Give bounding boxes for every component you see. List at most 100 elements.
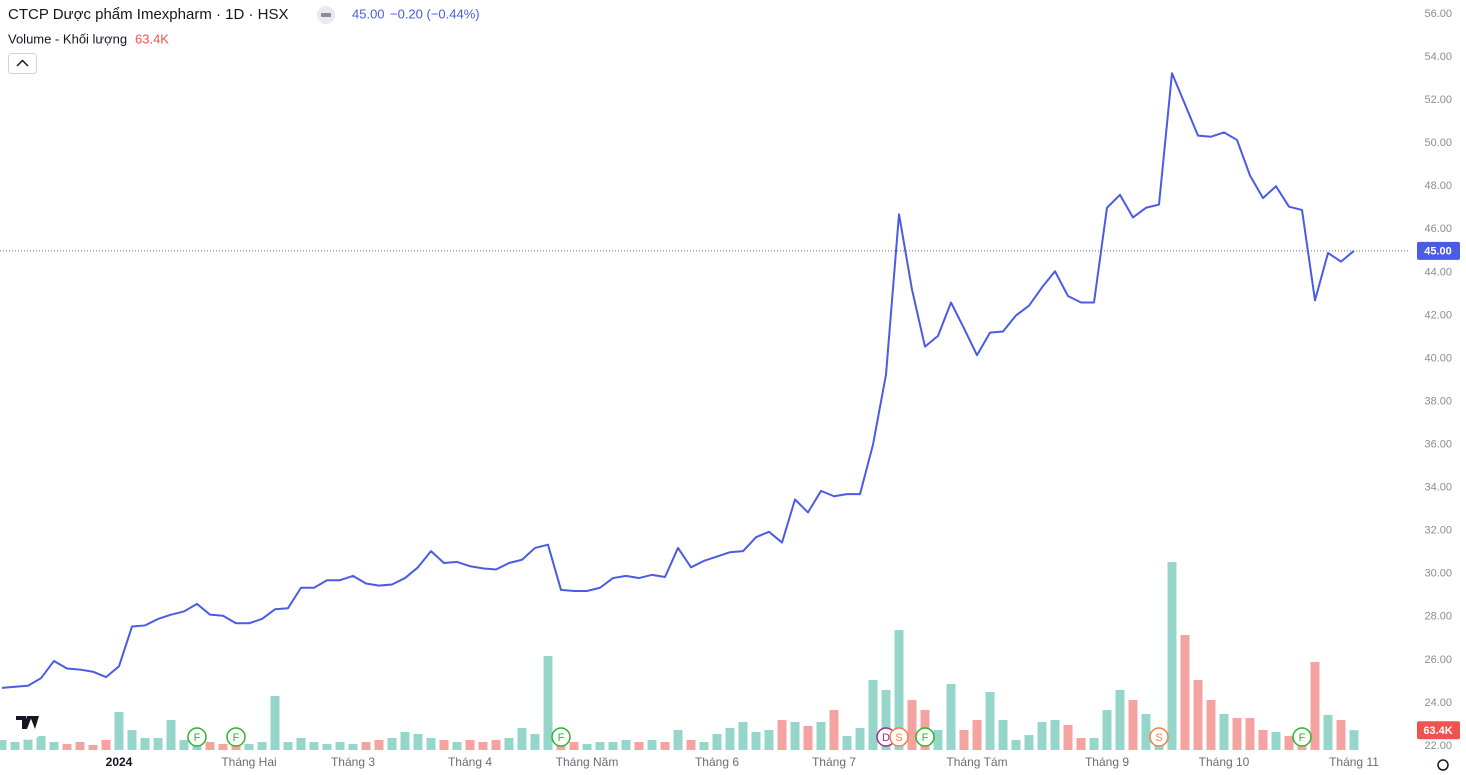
x-tick-label: Tháng 4 <box>448 755 492 769</box>
volume-bar <box>426 738 436 750</box>
x-tick-label: Tháng 10 <box>1199 755 1250 769</box>
volume-bar <box>478 742 488 750</box>
volume-bar <box>1115 690 1125 750</box>
volume-bar <box>1219 714 1229 750</box>
volume-bar <box>1193 680 1203 750</box>
volume-bar <box>751 732 761 750</box>
volume-bar <box>244 744 254 750</box>
volume-bar <box>413 734 423 750</box>
price-line <box>1 72 1355 689</box>
volume-bar <box>699 742 709 750</box>
event-label: F <box>1299 732 1306 744</box>
volume-bar <box>842 736 852 750</box>
volume-bar <box>465 740 475 750</box>
volume-bar <box>1206 700 1216 750</box>
volume-bar <box>1011 740 1021 750</box>
volume-bar <box>1258 730 1268 750</box>
volume-bar <box>88 745 98 750</box>
volume-bar <box>933 730 943 750</box>
volume-bar <box>10 742 20 750</box>
volume-bar <box>764 730 774 750</box>
y-tick-label: 22.00 <box>1424 740 1452 752</box>
volume-bar <box>491 740 501 750</box>
volume-bar <box>296 738 306 750</box>
volume-bar <box>1141 714 1151 750</box>
volume-bar <box>335 742 345 750</box>
volume-bar <box>1349 730 1359 750</box>
y-tick-label: 50.00 <box>1424 137 1452 149</box>
volume-bar <box>647 740 657 750</box>
volume-bar <box>907 700 917 750</box>
volume-bar <box>803 726 813 750</box>
volume-bar <box>309 742 319 750</box>
x-tick-label: Tháng Năm <box>556 755 619 769</box>
event-marker <box>551 727 571 747</box>
axis-bg <box>1410 0 1466 775</box>
volume-bar <box>270 696 280 750</box>
last-price: 45.00 <box>352 6 385 21</box>
volume-layer <box>0 562 1359 750</box>
volume-bar <box>439 740 449 750</box>
volume-bar <box>1102 710 1112 750</box>
x-tick-label: Tháng 7 <box>812 755 856 769</box>
volume-bar <box>1050 720 1060 750</box>
volume-bar <box>621 740 631 750</box>
y-tick-label: 56.00 <box>1424 8 1452 20</box>
y-tick-label: 28.00 <box>1424 611 1452 623</box>
x-tick-label: Tháng 11 <box>1329 755 1379 769</box>
volume-bar <box>257 742 267 750</box>
x-tick-label: Tháng 3 <box>331 755 375 769</box>
volume-bar <box>790 722 800 750</box>
volume-bar <box>322 744 332 750</box>
price-tag-label: 45.00 <box>1424 246 1452 258</box>
event-label: D <box>882 732 890 744</box>
volume-bar <box>660 742 670 750</box>
volume-bar <box>62 744 72 750</box>
x-tick-label: Tháng 6 <box>695 755 739 769</box>
volume-bar <box>855 728 865 750</box>
volume-bar <box>374 740 384 750</box>
volume-tag-label: 63.4K <box>1423 725 1452 737</box>
volume-bar <box>1245 718 1255 750</box>
volume-bar <box>153 738 163 750</box>
volume-title: Volume - Khối lượng <box>8 31 127 46</box>
volume-bar <box>179 740 189 750</box>
volume-bar <box>1271 732 1281 750</box>
y-tick-label: 48.00 <box>1424 180 1452 192</box>
volume-bar <box>738 722 748 750</box>
y-tick-label: 40.00 <box>1424 352 1452 364</box>
y-tick-label: 24.00 <box>1424 697 1452 709</box>
y-tick-label: 44.00 <box>1424 266 1452 278</box>
volume-bar <box>608 742 618 750</box>
x-tick-label: 2024 <box>106 755 133 769</box>
volume-bar <box>1037 722 1047 750</box>
event-label: F <box>558 732 565 744</box>
settings-icon[interactable] <box>1437 759 1449 771</box>
volume-bar <box>218 744 228 750</box>
volume-bar <box>75 742 85 750</box>
volume-bar <box>543 656 553 750</box>
y-tick-label: 46.00 <box>1424 223 1452 235</box>
volume-bar <box>361 742 371 750</box>
volume-bar <box>894 630 904 750</box>
volume-bar <box>1232 718 1242 750</box>
event-marker <box>226 727 246 747</box>
volume-bar <box>140 738 150 750</box>
volume-bar <box>283 742 293 750</box>
volume-bar <box>777 720 787 750</box>
event-marker <box>1149 727 1169 747</box>
event-label: F <box>194 732 201 744</box>
logo <box>16 716 39 729</box>
volume-bar <box>569 742 579 750</box>
volume-bar <box>946 684 956 750</box>
volume-bar <box>1180 635 1190 750</box>
volume-bar <box>1063 725 1073 750</box>
event-marker <box>889 727 909 747</box>
collapse-button[interactable] <box>8 53 37 74</box>
volume-bar <box>348 744 358 750</box>
volume-bar <box>1024 735 1034 750</box>
volume-bar <box>387 738 397 750</box>
